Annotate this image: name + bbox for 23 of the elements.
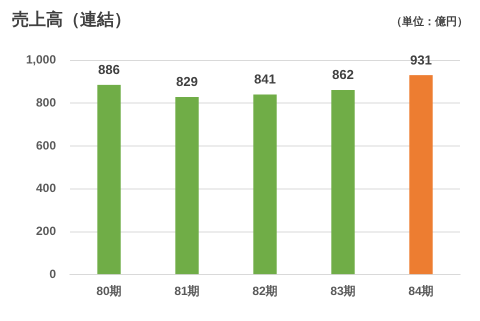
y-tick-label: 600 (36, 138, 56, 152)
text: （単位：億円） (391, 15, 468, 28)
bar (253, 94, 277, 274)
chart-title: 売上高（連結） (12, 10, 131, 29)
data-label: 829 (176, 74, 198, 90)
data-label: 886 (98, 62, 120, 77)
x-tick-label: 81期 (174, 284, 200, 298)
bar (175, 97, 199, 274)
bar (97, 84, 121, 274)
y-tick-label: 400 (36, 181, 56, 196)
bar (409, 75, 433, 274)
y-tick-label: 0 (49, 266, 56, 281)
data-label: 931 (410, 52, 432, 68)
bar (331, 90, 355, 274)
x-tick-label: 82期 (252, 284, 278, 298)
x-tick-label: 83期 (330, 284, 356, 298)
x-tick-label: 84期 (408, 284, 434, 298)
x-tick-label: 80期 (96, 284, 122, 298)
y-tick-label: 1,000 (26, 52, 56, 67)
data-label: 862 (332, 67, 354, 82)
data-label: 841 (254, 72, 276, 87)
y-tick-label: 800 (36, 96, 56, 110)
y-tick-label: 200 (36, 224, 56, 238)
